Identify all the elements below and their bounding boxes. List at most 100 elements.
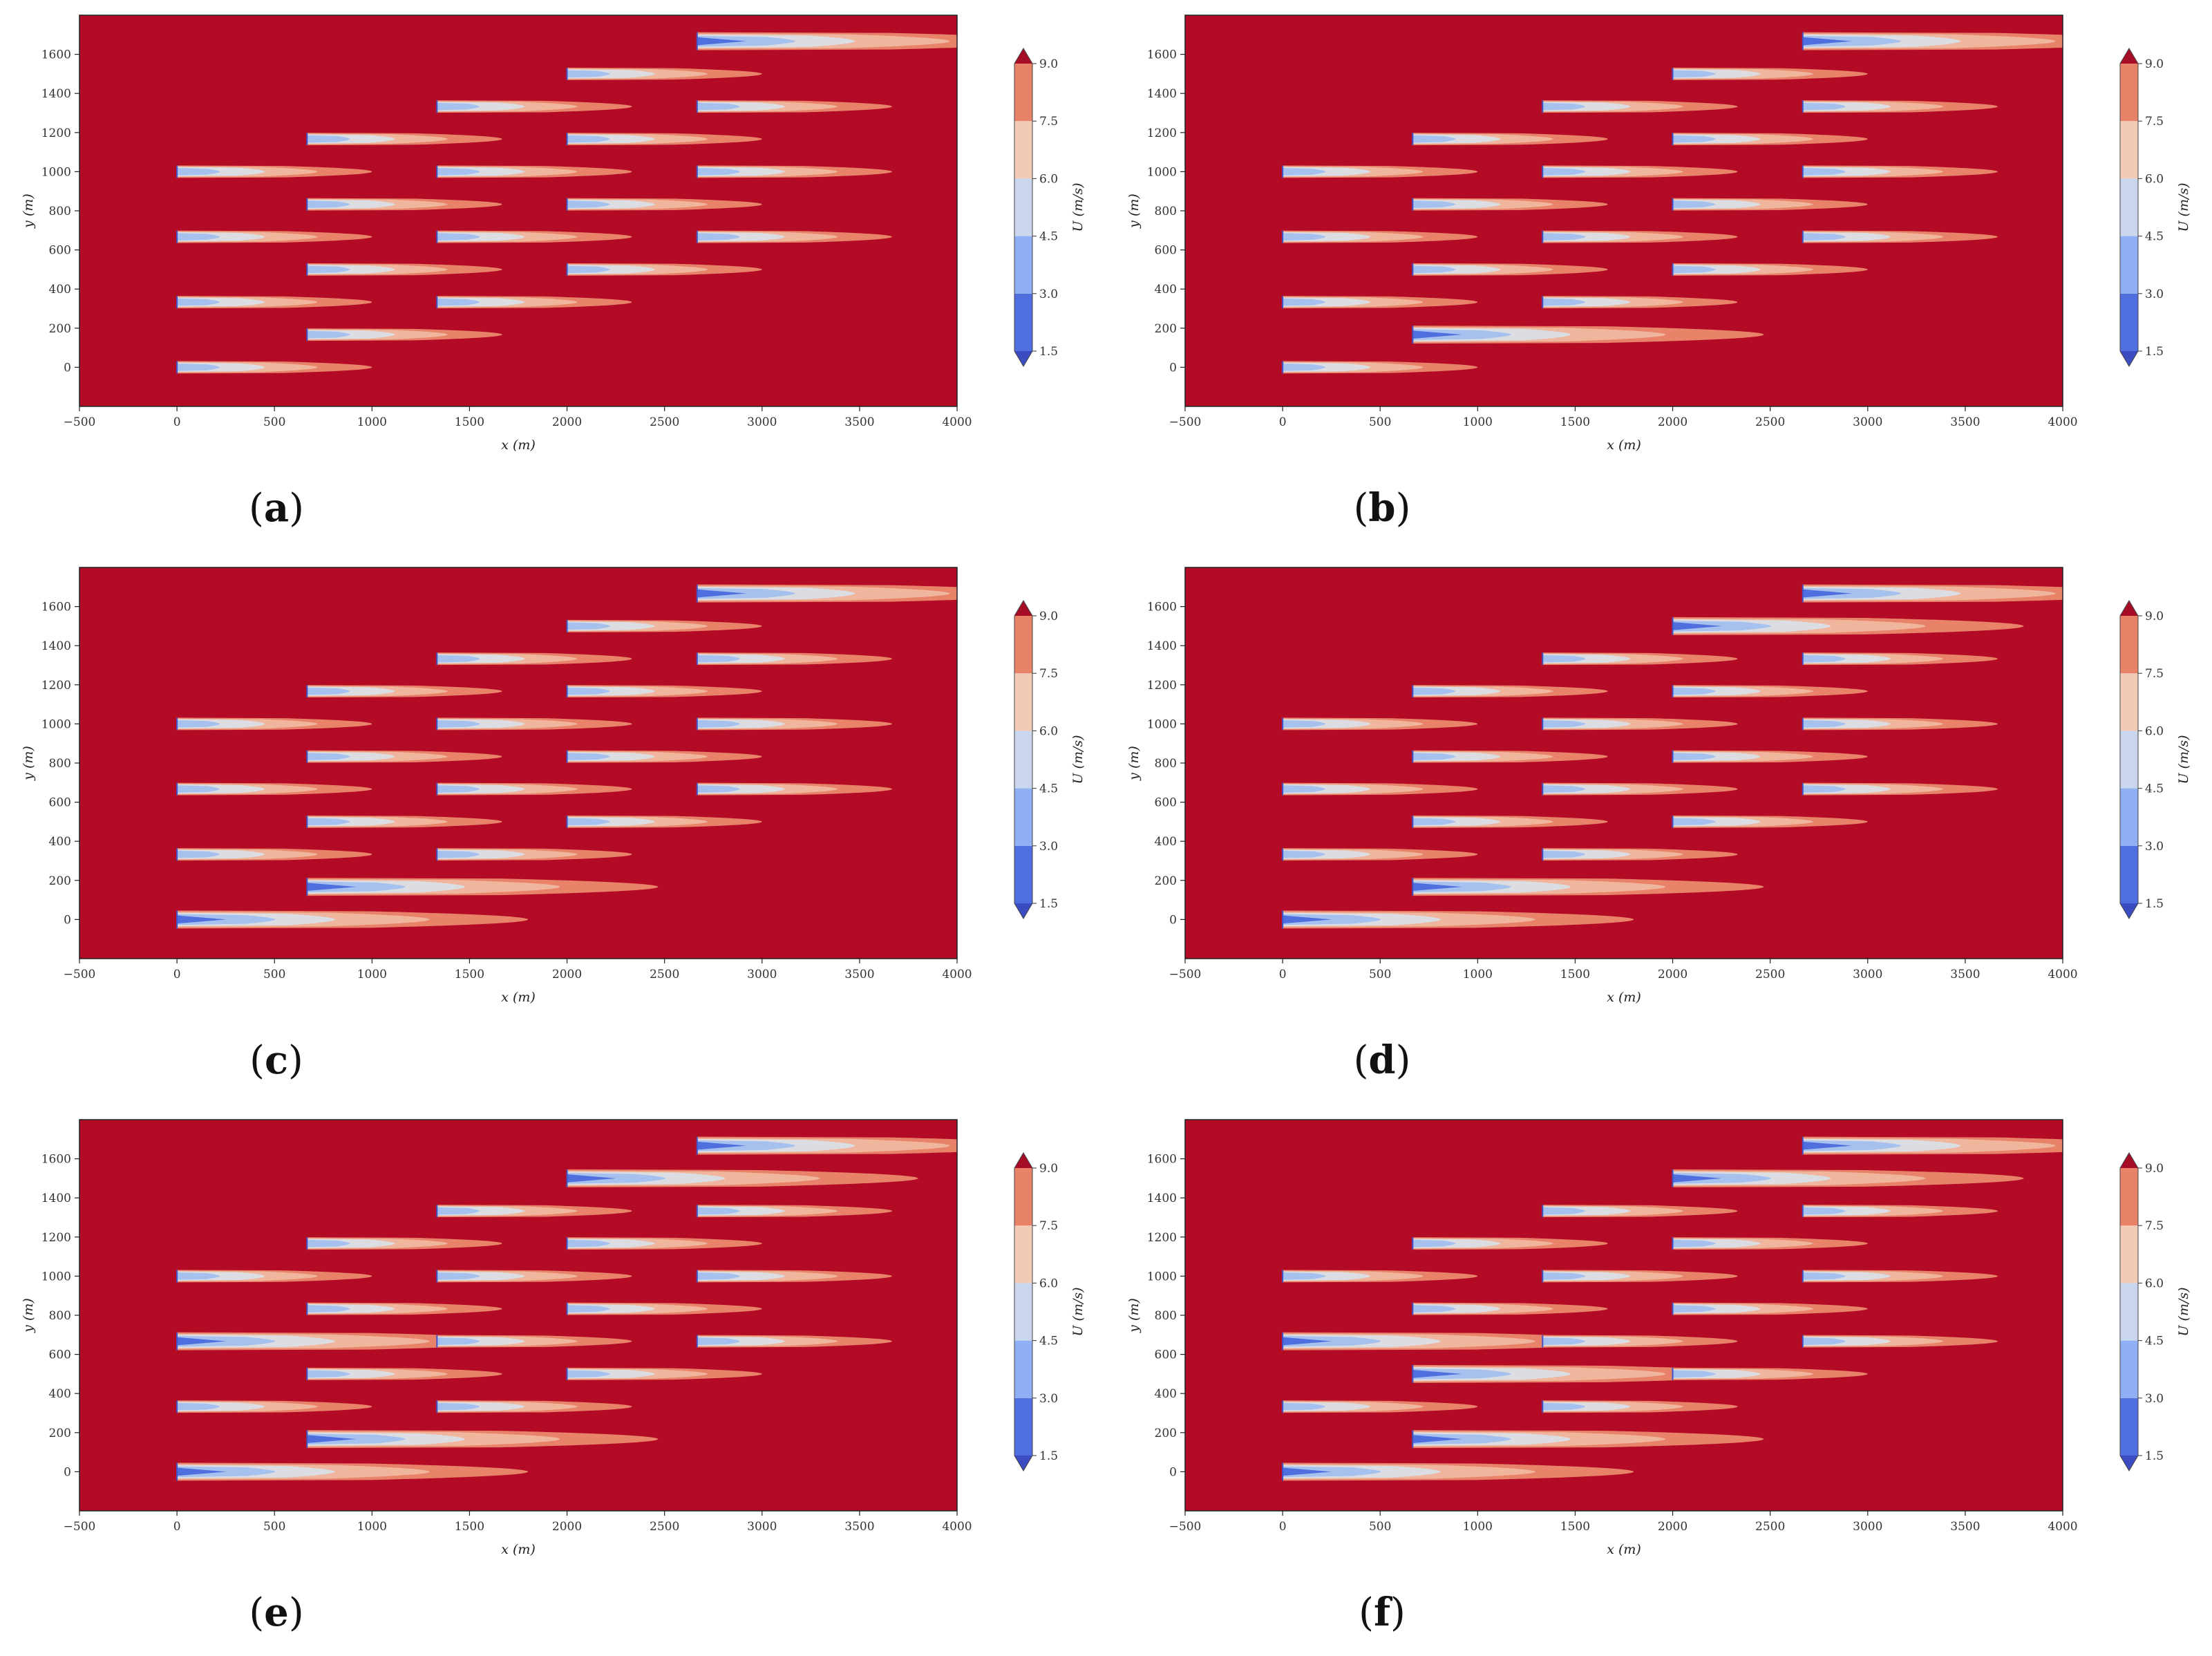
x-tick-label: 500 — [1369, 1520, 1391, 1534]
wake-core — [1672, 753, 1716, 761]
wake-core — [1672, 1370, 1716, 1378]
colorbar-band — [1014, 178, 1032, 236]
wake-core — [1542, 850, 1586, 858]
turbine-wake — [176, 848, 372, 861]
x-tick-label: 500 — [263, 415, 285, 429]
x-tick-label: 4000 — [942, 968, 972, 981]
y-tick-label: 600 — [1155, 1348, 1177, 1362]
y-tick-label: 1000 — [1147, 717, 1177, 731]
x-tick-label: 2000 — [1658, 415, 1688, 429]
wake-core — [567, 200, 610, 209]
wake-core — [307, 135, 350, 143]
wake-deep — [697, 1141, 746, 1150]
turbine-wake — [1542, 1335, 1738, 1348]
y-tick-label: 400 — [49, 283, 71, 297]
turbine-wake — [306, 685, 502, 698]
wake-deep — [177, 915, 227, 924]
wake-core — [1283, 914, 1381, 925]
y-tick-label: 1200 — [41, 679, 71, 693]
panel-a-chart: −500 0 500 1000 1500 2000 2500 3000 3500 4000 0 200… — [21, 15, 1086, 453]
x-axis-label: x (m) — [501, 990, 536, 1005]
wake-core — [1542, 1337, 1586, 1346]
turbine-wake — [1802, 1136, 2063, 1155]
y-tick-label: 0 — [1169, 1465, 1177, 1479]
wake-core — [1412, 200, 1456, 209]
turbine-wake — [1802, 717, 1998, 731]
colorbar-extend-max — [1014, 1153, 1032, 1168]
colorbar-tick-label: 7.5 — [1039, 667, 1058, 681]
wake-deep — [177, 1467, 227, 1476]
y-tick-label: 1200 — [1147, 126, 1177, 140]
wake-deep — [1412, 1370, 1462, 1378]
colorbar-tick-label: 7.5 — [2145, 115, 2164, 129]
wake-core — [307, 200, 350, 209]
wake-core — [697, 720, 740, 728]
turbine-wake — [566, 619, 762, 632]
turbine-wake — [1802, 230, 1998, 243]
wake-deep — [697, 37, 746, 46]
turbine-wake — [566, 1367, 762, 1380]
y-tick-label: 800 — [1155, 1309, 1177, 1323]
turbine-wake — [1412, 1302, 1608, 1315]
x-axis-label: x (m) — [1607, 990, 1641, 1005]
wake-core — [697, 1272, 740, 1280]
turbine-wake — [176, 910, 529, 929]
colorbar-tick-label: 6.0 — [1039, 172, 1058, 186]
wake-core — [1802, 587, 1902, 599]
wake-core — [177, 785, 220, 793]
turbine-wake — [1282, 165, 1478, 178]
wake-core — [1412, 881, 1511, 892]
turbine-wake — [176, 1400, 372, 1413]
colorbar-extend-max — [2120, 1153, 2138, 1168]
x-tick-label: 1000 — [1463, 415, 1493, 429]
colorbar-band — [1014, 673, 1032, 731]
wake-core — [1542, 1402, 1586, 1411]
turbine-wake — [1802, 32, 2063, 50]
wake-deep — [307, 1435, 357, 1443]
turbine-wake — [176, 165, 372, 178]
panel-d-caption: (d) — [1353, 1037, 1411, 1083]
y-tick-label: 1400 — [1147, 639, 1177, 653]
turbine-wake — [1802, 1335, 1998, 1348]
y-tick-label: 400 — [1155, 835, 1177, 849]
wake-core — [697, 655, 740, 663]
x-tick-label: 2000 — [552, 968, 582, 981]
x-tick-label: 0 — [1279, 415, 1287, 429]
panel-a: −500 0 500 1000 1500 2000 2500 3000 3500 4000 0 200… — [0, 0, 1106, 552]
turbine-wake — [1542, 296, 1738, 309]
field-background — [79, 15, 957, 406]
x-tick-label: 3000 — [1853, 415, 1882, 429]
wake-core — [697, 168, 740, 176]
y-tick-label: 1400 — [41, 1192, 71, 1205]
colorbar-tick-label: 1.5 — [2145, 345, 2164, 359]
turbine-wake — [566, 263, 762, 276]
y-axis-label: y (m) — [1126, 194, 1142, 229]
x-tick-label: 3500 — [1950, 1520, 1980, 1534]
colorbar-tick-label: 6.0 — [2145, 724, 2164, 738]
turbine-wake — [696, 32, 957, 50]
y-tick-label: 200 — [49, 322, 71, 336]
colorbar-band — [2120, 616, 2138, 674]
y-axis-label: y (m) — [21, 1298, 36, 1333]
turbine-wake — [696, 1335, 893, 1348]
turbine-wake — [1412, 326, 1764, 344]
turbine-wake — [696, 652, 893, 666]
y-tick-label: 600 — [49, 244, 71, 258]
y-tick-label: 800 — [1155, 757, 1177, 771]
colorbar-band — [2120, 121, 2138, 179]
y-tick-label: 400 — [49, 835, 71, 849]
y-tick-label: 800 — [1155, 205, 1177, 218]
colorbar-band — [1014, 236, 1032, 294]
wake-deep — [1802, 37, 1852, 46]
wake-core — [697, 785, 740, 793]
turbine-wake — [1412, 878, 1764, 896]
colorbar-tick-label: 1.5 — [2145, 897, 2164, 911]
turbine-wake — [306, 133, 502, 146]
x-tick-label: 3000 — [1853, 968, 1882, 981]
turbine-wake — [176, 717, 372, 731]
colorbar-tick-label: 4.5 — [1039, 1335, 1058, 1348]
panel-c-caption: (c) — [249, 1037, 303, 1083]
turbine-wake — [1282, 1270, 1478, 1283]
colorbar-band — [2120, 293, 2138, 351]
wake-core — [177, 914, 276, 925]
